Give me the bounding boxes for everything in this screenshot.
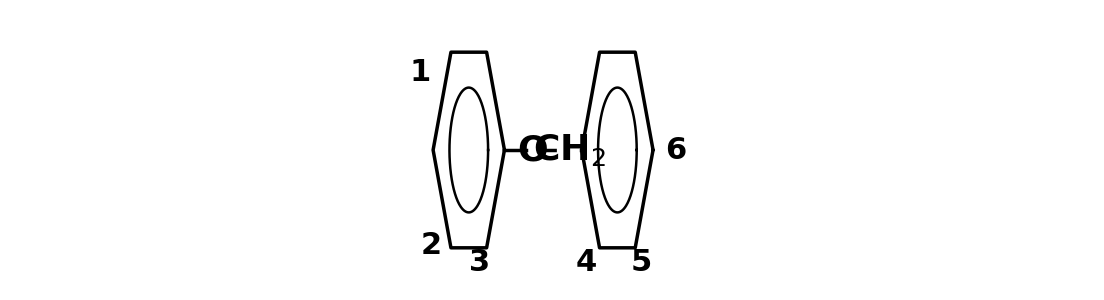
Text: O: O bbox=[518, 133, 548, 167]
Text: 1: 1 bbox=[410, 58, 431, 87]
Text: 5: 5 bbox=[630, 248, 651, 278]
Text: 6: 6 bbox=[665, 136, 686, 164]
Text: 2: 2 bbox=[421, 231, 443, 260]
Text: CH$_2$: CH$_2$ bbox=[533, 132, 606, 168]
Text: 4: 4 bbox=[575, 248, 597, 278]
Text: 3: 3 bbox=[468, 248, 490, 278]
